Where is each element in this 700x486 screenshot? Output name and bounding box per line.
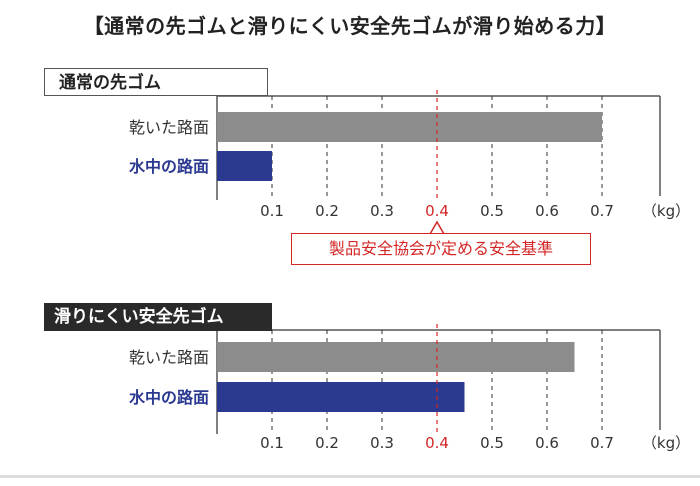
x-tick-label: 0.3	[370, 434, 394, 452]
x-axis-unit: （kg）	[642, 202, 690, 220]
bar-underwater-road	[217, 151, 272, 181]
x-tick-label: 0.1	[260, 434, 284, 452]
chart-title: 【通常の先ゴムと滑りにくい安全先ゴムが滑り始める力】	[83, 14, 617, 38]
category-label-underwater-road: 水中の路面	[129, 388, 209, 407]
x-tick-label: 0.1	[260, 202, 284, 220]
panel-label-normal-tip: 通常の先ゴム	[44, 68, 268, 96]
bar-underwater-road	[217, 382, 465, 412]
x-tick-label: 0.6	[535, 202, 559, 220]
category-label-underwater-road: 水中の路面	[129, 157, 209, 176]
x-tick-label: 0.5	[480, 202, 504, 220]
x-tick-label: 0.7	[590, 202, 614, 220]
divider	[0, 475, 700, 478]
x-axis-unit: （kg）	[642, 434, 690, 452]
bar-dry-road	[217, 112, 602, 142]
x-tick-label: 0.4	[425, 202, 449, 220]
safety-standard-label: 製品安全協会が定める安全基準	[291, 233, 591, 265]
x-tick-label: 0.2	[315, 434, 339, 452]
callout-pointer	[429, 220, 445, 235]
panel-label-safety-tip: 滑りにくい安全先ゴム	[44, 303, 272, 331]
x-tick-label: 0.7	[590, 434, 614, 452]
x-tick-label: 0.2	[315, 202, 339, 220]
bar-dry-road	[217, 342, 575, 372]
x-tick-label: 0.6	[535, 434, 559, 452]
x-tick-label: 0.5	[480, 434, 504, 452]
category-label-dry-road: 乾いた路面	[129, 118, 209, 137]
category-label-dry-road: 乾いた路面	[129, 348, 209, 367]
x-tick-label: 0.4	[425, 434, 449, 452]
x-tick-label: 0.3	[370, 202, 394, 220]
